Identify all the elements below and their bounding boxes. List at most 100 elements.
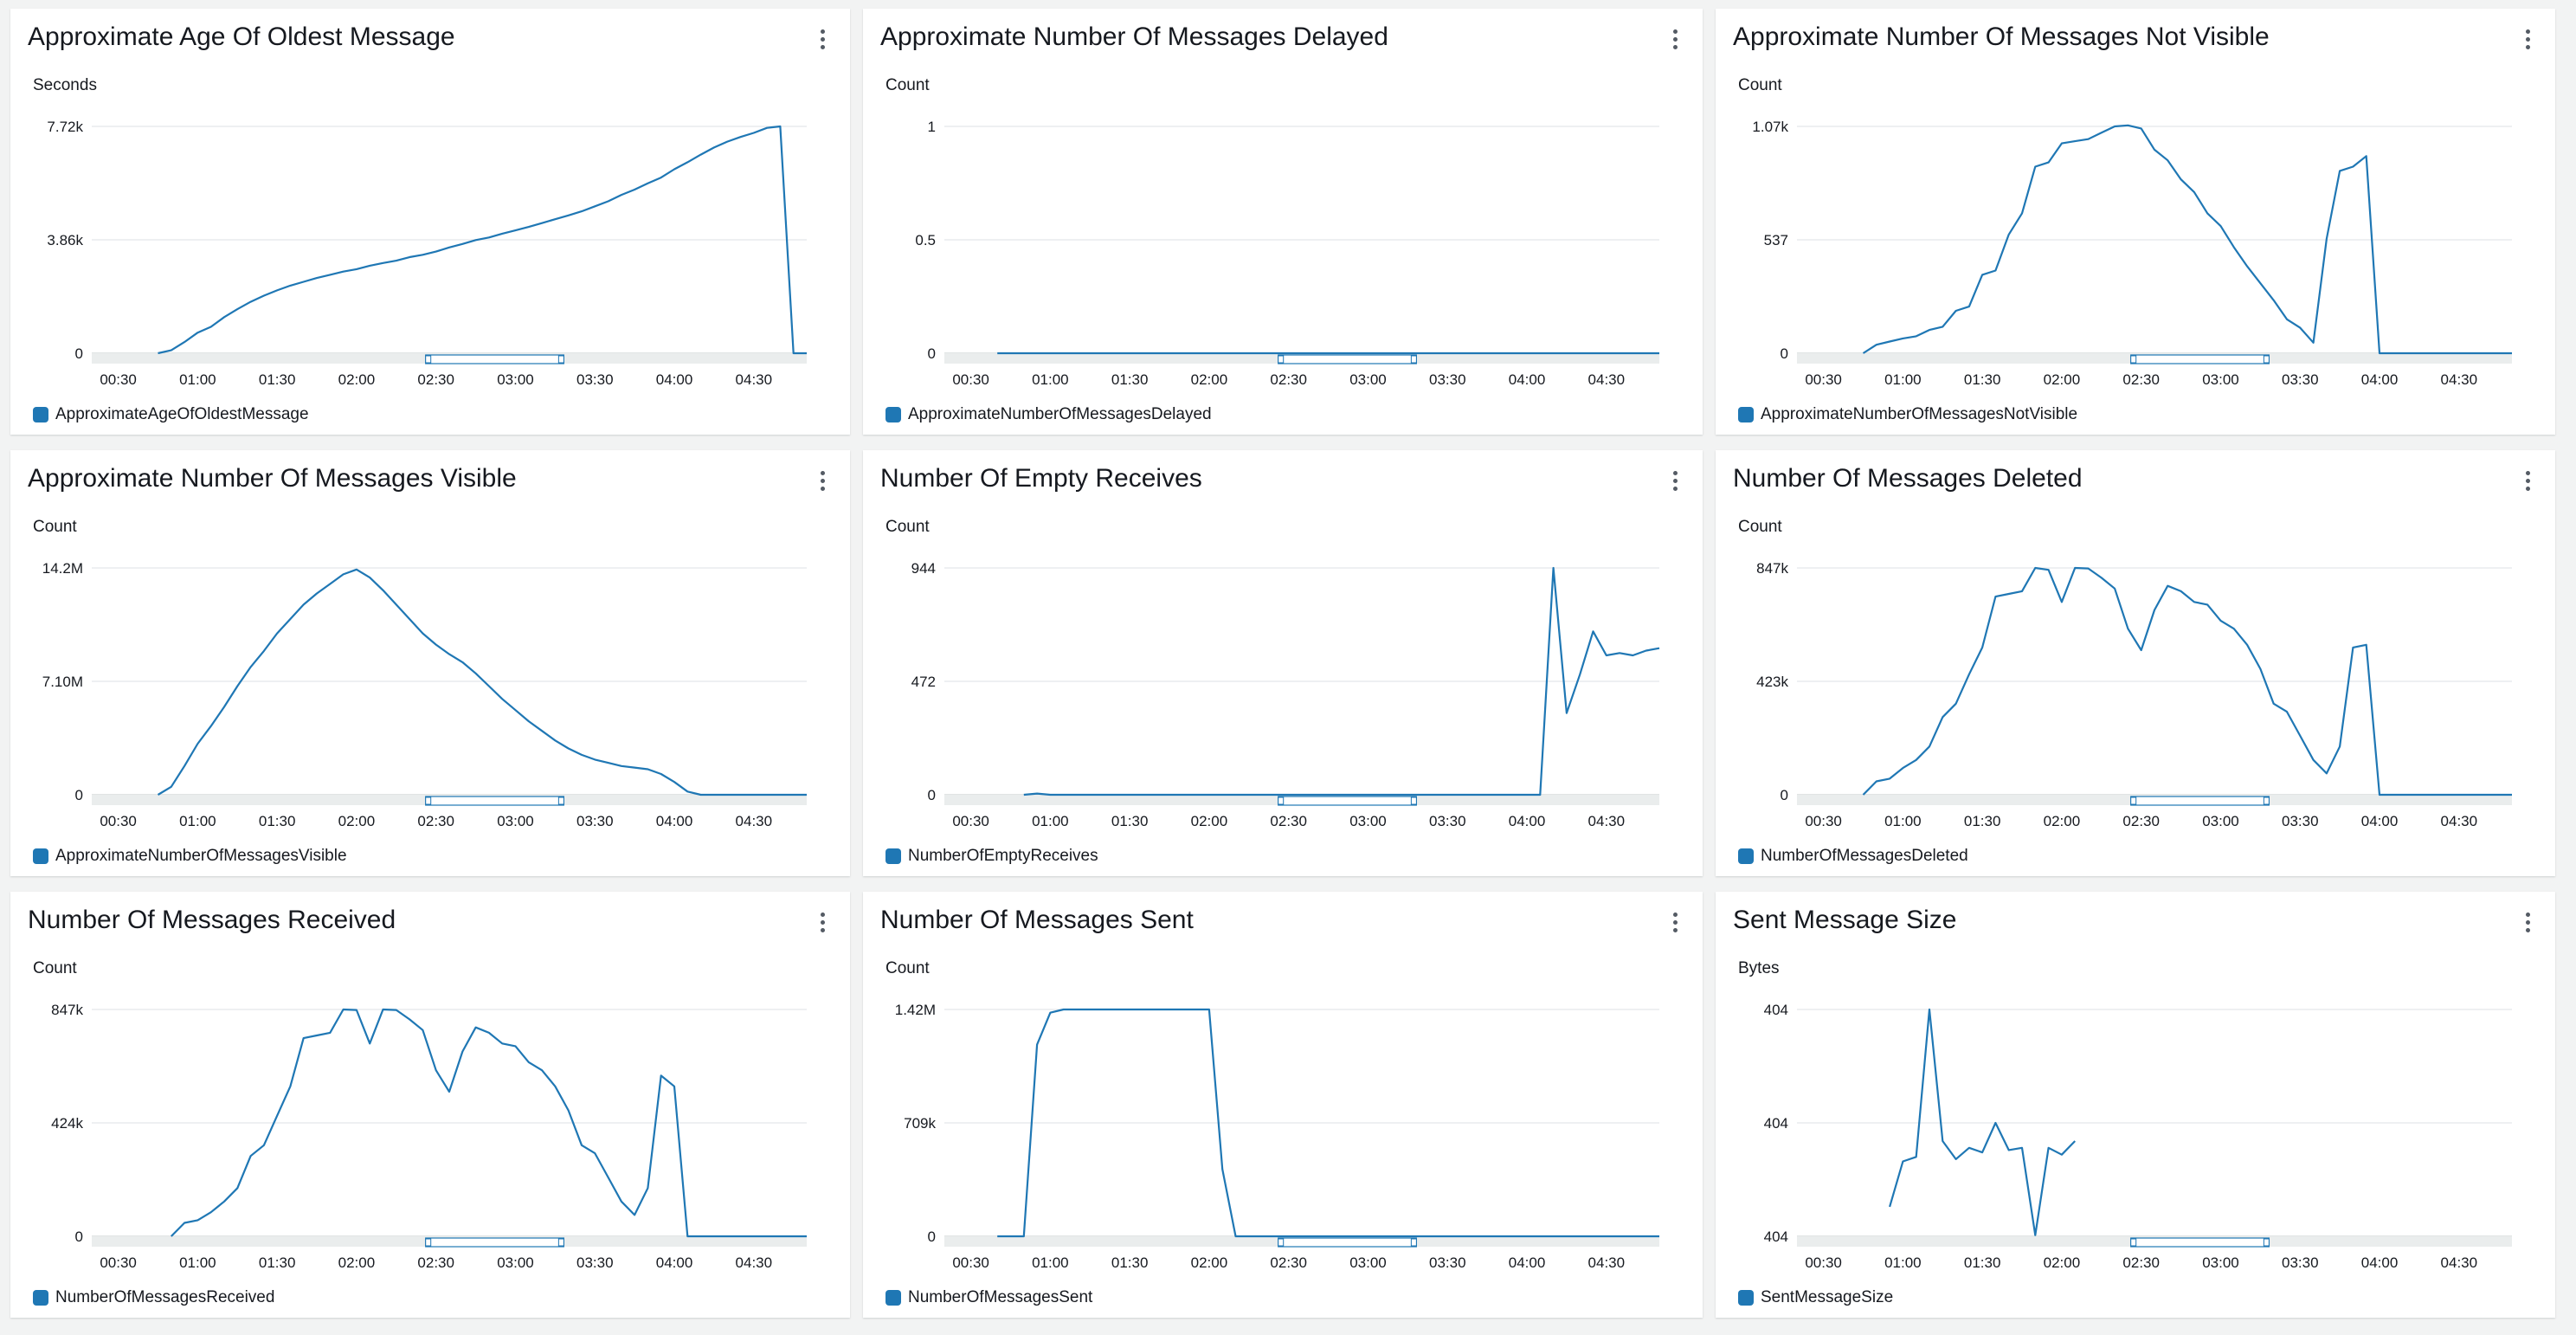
time-range-brush[interactable]	[1278, 796, 1417, 806]
legend-item[interactable]: NumberOfMessagesReceived	[33, 1288, 274, 1307]
legend-item[interactable]: NumberOfMessagesDeleted	[1738, 847, 1968, 866]
brush-handle[interactable]	[425, 796, 432, 805]
series-line[interactable]	[158, 125, 808, 355]
y-axis-unit-label: Bytes	[1738, 959, 1780, 977]
legend-item[interactable]: SentMessageSize	[1738, 1288, 1893, 1307]
time-range-brush[interactable]	[2130, 354, 2270, 364]
legend-item[interactable]: ApproximateNumberOfMessagesDelayed	[886, 405, 1212, 424]
widget-menu-icon[interactable]	[1666, 913, 1684, 935]
time-range-brush[interactable]	[425, 1237, 564, 1248]
x-tick-label: 03:30	[2282, 1254, 2319, 1271]
legend-label: NumberOfEmptyReceives	[908, 847, 1098, 865]
line-chart[interactable]: 404 404 404 00:30 01:00 01:30 02:00 02:30 03:00 0…	[1716, 892, 2555, 1273]
y-tick-label: 0	[928, 1229, 936, 1245]
widget-menu-icon[interactable]	[814, 913, 831, 935]
legend-item[interactable]: ApproximateNumberOfMessagesNotVisible	[1738, 405, 2077, 424]
line-chart[interactable]: 847k 423k 0 00:30 01:00 01:30 02:00 02:30 03:00 0…	[1716, 450, 2555, 831]
line-chart[interactable]: 14.2M 7.10M 0 00:30 01:00 01:30 02:00 02:30 03:0…	[10, 450, 850, 831]
brush-handle[interactable]	[557, 355, 564, 364]
line-chart[interactable]: 847k 424k 0 00:30 01:00 01:30 02:00 02:30 03:00 0…	[10, 892, 850, 1273]
time-range-brush[interactable]	[425, 796, 564, 806]
x-tick-label: 03:00	[1349, 813, 1387, 829]
x-tick-label: 03:30	[576, 371, 614, 388]
brush-handle[interactable]	[1410, 1238, 1417, 1247]
widget-menu-icon[interactable]	[814, 29, 831, 52]
series-line[interactable]	[1023, 566, 1660, 796]
widget-menu-icon[interactable]	[814, 471, 831, 493]
widget-panel: Approximate Number Of Messages Not Visib…	[1716, 9, 2555, 435]
x-tick-label: 02:30	[1270, 1254, 1307, 1271]
brush-handle[interactable]	[2263, 1238, 2270, 1247]
x-tick-label: 01:30	[259, 371, 296, 388]
x-tick-label: 04:30	[736, 813, 773, 829]
x-tick-label: 00:30	[100, 371, 137, 388]
brush-handle[interactable]	[425, 1238, 432, 1247]
x-tick-label: 03:30	[1429, 1254, 1466, 1271]
series-line[interactable]	[1862, 124, 2513, 355]
widget-menu-icon[interactable]	[2519, 29, 2536, 52]
y-tick-label: 0	[75, 345, 83, 362]
time-range-brush[interactable]	[1278, 354, 1417, 364]
x-tick-label: 01:00	[1032, 813, 1069, 829]
x-tick-label: 04:00	[1509, 1254, 1546, 1271]
widget-panel: Number Of Messages Deleted Count 847k 423k 0…	[1716, 450, 2555, 876]
brush-handle[interactable]	[2130, 796, 2137, 805]
x-tick-label: 04:30	[2441, 813, 2478, 829]
x-tick-label: 01:00	[179, 813, 216, 829]
line-chart[interactable]: 1 0.5 0 00:30 01:00 01:30 02:00 02:30 03:00 03:30…	[863, 9, 1703, 390]
x-tick-label: 01:00	[1884, 371, 1922, 388]
series-line[interactable]	[997, 1008, 1659, 1238]
x-tick-label: 00:30	[100, 1254, 137, 1271]
series-line[interactable]	[157, 568, 808, 796]
brush-handle[interactable]	[2263, 355, 2270, 364]
brush-handle[interactable]	[2263, 796, 2270, 805]
series-line[interactable]	[1889, 1008, 2076, 1236]
legend-item[interactable]: ApproximateNumberOfMessagesVisible	[33, 847, 347, 866]
line-chart[interactable]: 1.42M 709k 0 00:30 01:00 01:30 02:00 02:30 03:00…	[863, 892, 1703, 1273]
series-line[interactable]	[1862, 566, 2513, 796]
widget-menu-icon[interactable]	[1666, 471, 1684, 493]
brush-handle[interactable]	[2130, 355, 2137, 364]
widget-title: Number Of Empty Receives	[880, 464, 1202, 493]
brush-handle[interactable]	[1278, 796, 1285, 805]
line-chart[interactable]: 1.07k 537 0 00:30 01:00 01:30 02:00 02:30 03:00 0…	[1716, 9, 2555, 390]
legend-label: ApproximateNumberOfMessagesNotVisible	[1761, 405, 2078, 423]
legend-item[interactable]: ApproximateAgeOfOldestMessage	[33, 405, 309, 424]
brush-handle[interactable]	[425, 355, 432, 364]
widget-title: Number Of Messages Received	[28, 906, 396, 934]
line-chart[interactable]: 944 472 0 00:30 01:00 01:30 02:00 02:30 03:00 03:…	[863, 450, 1703, 831]
y-tick-label: 847k	[51, 1002, 83, 1018]
widget-menu-icon[interactable]	[2519, 471, 2536, 493]
widget-title: Number Of Messages Sent	[880, 906, 1194, 934]
time-range-brush[interactable]	[1278, 1237, 1417, 1248]
x-tick-label: 02:30	[417, 371, 454, 388]
time-range-brush[interactable]	[425, 354, 564, 364]
legend-item[interactable]: NumberOfMessagesSent	[886, 1288, 1092, 1307]
y-tick-label: 404	[1764, 1229, 1788, 1245]
widget-title: Approximate Number Of Messages Delayed	[880, 23, 1388, 51]
x-tick-label: 03:00	[1349, 1254, 1387, 1271]
y-tick-label: 3.86k	[47, 232, 83, 248]
x-tick-label: 01:30	[259, 813, 296, 829]
brush-handle[interactable]	[1410, 355, 1417, 364]
x-tick-label: 03:30	[1429, 813, 1466, 829]
legend-label: ApproximateNumberOfMessagesVisible	[55, 847, 347, 865]
brush-handle[interactable]	[557, 796, 564, 805]
x-tick-label: 04:00	[1509, 371, 1546, 388]
series-line[interactable]	[171, 1008, 807, 1238]
x-tick-label: 02:30	[417, 1254, 454, 1271]
brush-handle[interactable]	[557, 1238, 564, 1247]
widget-menu-icon[interactable]	[2519, 913, 2536, 935]
x-tick-label: 02:30	[2122, 813, 2160, 829]
brush-handle[interactable]	[1278, 1238, 1285, 1247]
brush-handle[interactable]	[1410, 796, 1417, 805]
y-axis-unit-label: Count	[33, 518, 77, 536]
x-tick-label: 03:00	[2202, 813, 2239, 829]
brush-handle[interactable]	[1278, 355, 1285, 364]
time-range-brush[interactable]	[2130, 796, 2270, 806]
time-range-brush[interactable]	[2130, 1237, 2270, 1248]
widget-menu-icon[interactable]	[1666, 29, 1684, 52]
brush-handle[interactable]	[2130, 1238, 2137, 1247]
line-chart[interactable]: 7.72k 3.86k 0 00:30 01:00 01:30 02:00 02:30 03:0…	[10, 9, 850, 390]
legend-item[interactable]: NumberOfEmptyReceives	[886, 847, 1098, 866]
